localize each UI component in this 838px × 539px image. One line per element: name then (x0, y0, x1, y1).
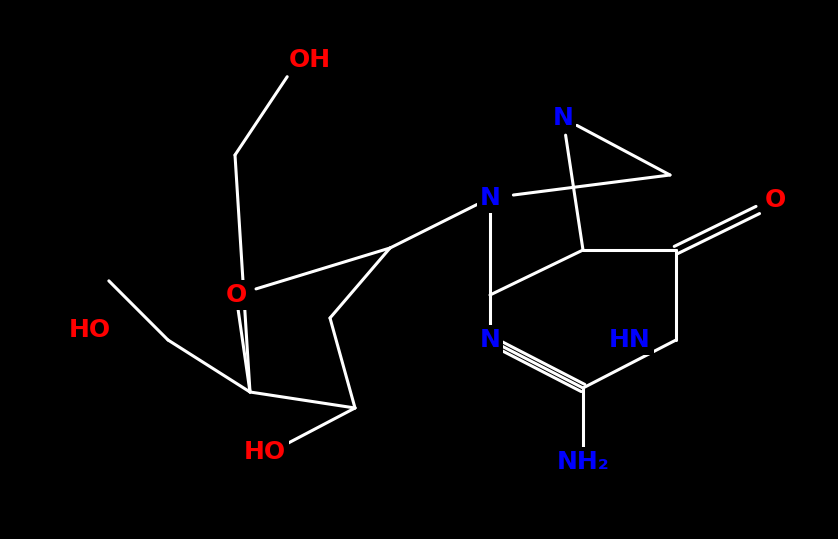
Text: N: N (552, 106, 573, 130)
Text: N: N (479, 186, 500, 210)
Text: HO: HO (69, 318, 111, 342)
Text: HN: HN (609, 328, 651, 352)
Text: HO: HO (244, 440, 286, 464)
Text: NH₂: NH₂ (556, 450, 609, 474)
Text: O: O (764, 188, 785, 212)
Text: O: O (225, 283, 246, 307)
Text: N: N (479, 328, 500, 352)
Text: OH: OH (289, 48, 331, 72)
